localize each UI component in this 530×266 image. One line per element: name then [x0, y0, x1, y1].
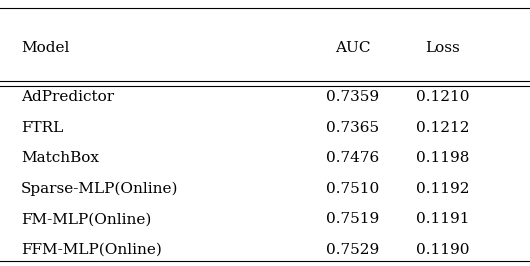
- Text: AUC: AUC: [335, 41, 370, 55]
- Text: FFM-MLP(Online): FFM-MLP(Online): [21, 243, 162, 257]
- Text: 0.1190: 0.1190: [416, 243, 469, 257]
- Text: 0.1198: 0.1198: [416, 151, 469, 165]
- Text: 0.7365: 0.7365: [326, 121, 379, 135]
- Text: FTRL: FTRL: [21, 121, 64, 135]
- Text: Sparse-MLP(Online): Sparse-MLP(Online): [21, 182, 179, 196]
- Text: 0.7510: 0.7510: [326, 182, 379, 196]
- Text: 0.7359: 0.7359: [326, 90, 379, 104]
- Text: 0.1192: 0.1192: [416, 182, 469, 196]
- Text: MatchBox: MatchBox: [21, 151, 99, 165]
- Text: AdPredictor: AdPredictor: [21, 90, 114, 104]
- Text: Loss: Loss: [425, 41, 460, 55]
- Text: 0.7519: 0.7519: [326, 213, 379, 226]
- Text: 0.7476: 0.7476: [326, 151, 379, 165]
- Text: 0.1191: 0.1191: [416, 213, 469, 226]
- Text: Model: Model: [21, 41, 69, 55]
- Text: FM-MLP(Online): FM-MLP(Online): [21, 213, 152, 226]
- Text: 0.1210: 0.1210: [416, 90, 469, 104]
- Text: 0.1212: 0.1212: [416, 121, 469, 135]
- Text: 0.7529: 0.7529: [326, 243, 379, 257]
